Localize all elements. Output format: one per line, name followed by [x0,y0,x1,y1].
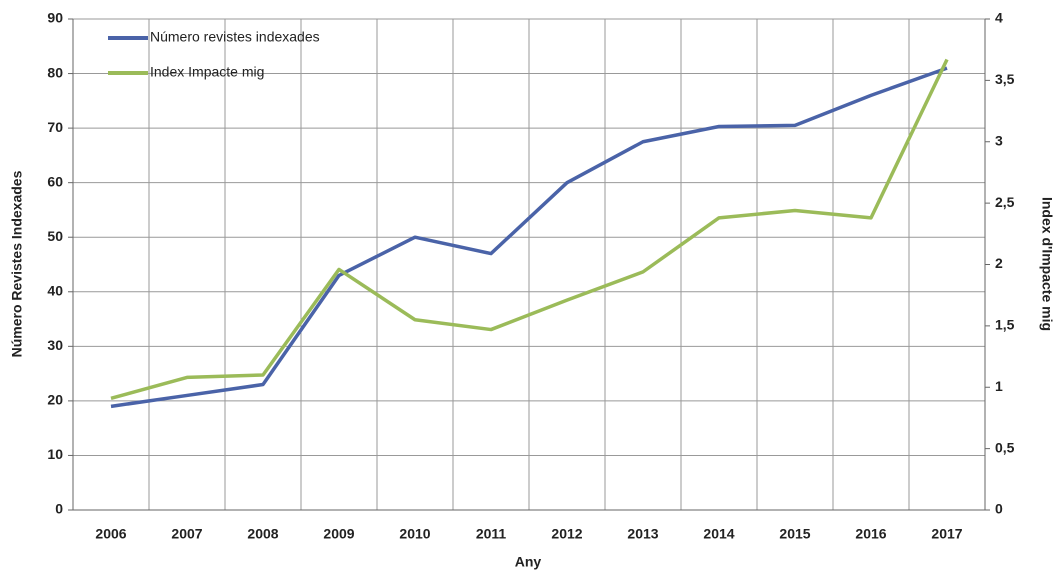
x-tick-label: 2007 [171,526,202,542]
x-tick-label: 2012 [551,526,582,542]
x-axis-label: Any [515,554,542,570]
y-tick-label: 10 [47,446,63,462]
x-tick-label: 2015 [779,526,810,542]
series-line [110,66,948,409]
x-tick-label: 2013 [627,526,658,542]
y2-tick-label: 0,5 [995,439,1015,455]
x-tick-label: 2017 [931,526,962,542]
y-tick-label: 0 [55,501,63,517]
x-tick-label: 2009 [323,526,354,542]
y2-tick-label: 3,5 [995,71,1015,87]
x-tick-label: 2014 [703,526,734,542]
y2-tick-label: 4 [995,10,1003,26]
x-tick-label: 2011 [476,526,507,542]
x-tick-label: 2008 [247,526,278,542]
y-tick-label: 90 [47,10,63,26]
y2-tick-label: 0 [995,501,1003,517]
x-tick-label: 2016 [855,526,886,542]
y-tick-label: 70 [47,119,63,135]
legend-label: Número revistes indexades [150,29,320,45]
y-tick-label: 50 [47,228,63,244]
y-tick-label: 40 [47,282,63,298]
y-axis-label: Número Revistes Indexades [9,170,25,357]
series-line [110,58,949,400]
y2-tick-label: 3 [995,132,1003,148]
x-tick-label: 2006 [95,526,126,542]
y2-tick-label: 2 [995,255,1003,271]
y-tick-label: 20 [47,392,63,408]
y-tick-label: 60 [47,173,63,189]
y2-tick-label: 2,5 [995,194,1015,210]
y2-tick-label: 1 [995,378,1003,394]
legend-label: Index Impacte mig [150,64,264,80]
y-tick-label: 80 [47,64,63,80]
x-tick-label: 2010 [399,526,430,542]
y2-tick-label: 1,5 [995,317,1015,333]
y2-axis-label: Index d'Impacte mig [1039,197,1055,331]
y-tick-label: 30 [47,337,63,353]
